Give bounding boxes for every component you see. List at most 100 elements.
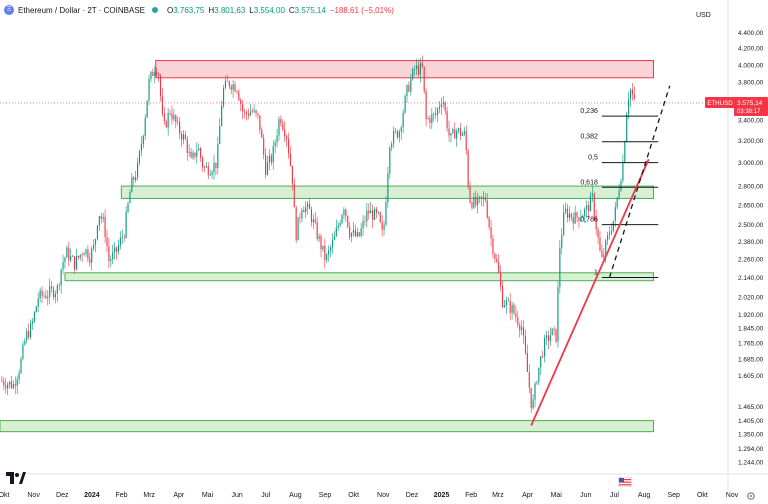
- candle-body: [26, 331, 28, 341]
- candle-body: [394, 130, 397, 132]
- price-tick-label: 1.920,00: [738, 312, 764, 319]
- candle-body: [108, 246, 110, 262]
- candle-body: [148, 78, 150, 101]
- candle-body: [112, 252, 114, 260]
- candle-body: [244, 111, 246, 113]
- candle-body: [3, 381, 5, 386]
- candle-body: [259, 115, 261, 130]
- candle-body: [534, 383, 536, 400]
- candle-body: [400, 127, 402, 132]
- candle-body: [8, 381, 11, 385]
- candle-body: [1, 380, 3, 382]
- candle-body: [114, 247, 116, 253]
- candle-body: [465, 131, 467, 151]
- candle-body: [526, 352, 528, 373]
- price-tag-countdown: 03:38:17: [737, 109, 761, 115]
- candle-body: [247, 113, 249, 116]
- candle-body: [393, 131, 395, 144]
- candle-body: [486, 200, 488, 218]
- candle-body: [316, 222, 318, 239]
- price-tick-label: 1.685,00: [738, 356, 764, 363]
- candle-body: [102, 216, 104, 219]
- candle-body: [475, 196, 477, 206]
- candle-body: [412, 68, 414, 80]
- price-tick-label: 1.465,00: [738, 404, 764, 411]
- candle-body: [12, 384, 14, 389]
- symbol-title[interactable]: Ethereum / Dollar · 2T · COINBASE: [18, 5, 145, 15]
- candle-body: [557, 287, 559, 342]
- time-tick-label: Okt: [0, 492, 9, 499]
- price-tag-bg: [734, 96, 768, 116]
- candle-body: [326, 254, 328, 261]
- candle-body: [192, 152, 194, 158]
- candle-body: [312, 219, 314, 223]
- settings-gear-icon[interactable]: [747, 492, 755, 500]
- candle-body: [293, 183, 295, 208]
- candle-body: [467, 150, 469, 187]
- candle-body: [458, 128, 460, 132]
- candle-body: [274, 142, 276, 147]
- candle-body: [219, 126, 221, 145]
- price-tick-label: 4.200,00: [738, 46, 764, 53]
- symbol-tag-label: ETHUSD: [707, 100, 733, 107]
- time-tick-label: 2025: [434, 492, 450, 499]
- candle-body: [351, 232, 353, 238]
- candle-body: [203, 167, 206, 168]
- candle-body: [532, 399, 534, 409]
- candle-body: [563, 212, 565, 236]
- low-value: 3.554,00: [253, 5, 285, 15]
- candle-body: [408, 84, 410, 92]
- candle-body: [616, 197, 618, 208]
- candle-body: [22, 344, 24, 359]
- candle-body: [85, 249, 87, 254]
- candle-body: [505, 300, 507, 306]
- candle-body: [586, 205, 588, 210]
- price-tick-label: 3.800,00: [738, 80, 764, 87]
- candle-body: [137, 162, 139, 178]
- currency-label[interactable]: USD: [696, 12, 711, 19]
- candle-body: [549, 335, 551, 341]
- candle-body: [500, 272, 502, 286]
- candle-body: [41, 290, 43, 296]
- symbol-tag-bg: [705, 96, 735, 108]
- candle-body: [463, 131, 465, 135]
- support-zone: [0, 420, 654, 433]
- candle-body: [482, 197, 484, 199]
- candle-body: [87, 249, 89, 259]
- candle-body: [110, 259, 112, 262]
- high-value: 3.801,63: [214, 5, 246, 15]
- price-tick-label: 2.020,00: [738, 295, 764, 302]
- candle-body: [433, 113, 435, 115]
- candle-body: [119, 237, 121, 246]
- candle-body: [624, 141, 626, 163]
- candle-body: [213, 162, 215, 173]
- candle-body: [100, 216, 102, 219]
- candle-body: [253, 110, 255, 112]
- candle-body: [211, 172, 213, 176]
- candle-body: [492, 238, 494, 254]
- time-tick-label: Sep: [667, 492, 680, 499]
- resistance-zone: [155, 60, 654, 79]
- time-axis[interactable]: Okt Nov Dez 2024 Feb Mrz Apr Mai Jun Jul Aug Sep Okt…: [0, 473, 768, 500]
- us-flag-icon[interactable]: [618, 477, 632, 487]
- candle-body: [568, 213, 570, 218]
- candle-body: [272, 146, 274, 163]
- time-tick-label: Mrz: [492, 492, 504, 499]
- candle-body: [480, 196, 483, 199]
- candle-body: [333, 235, 335, 240]
- candle-body: [440, 104, 442, 107]
- candle-body: [201, 157, 204, 168]
- price-axis[interactable]: 4.400,004.200,004.000,003.800,003.600,00…: [727, 0, 764, 490]
- tradingview-logo-icon[interactable]: [6, 472, 26, 484]
- candle-body: [56, 285, 58, 294]
- candle-body: [507, 300, 509, 302]
- candle-body: [417, 65, 420, 75]
- open-label: O: [167, 5, 174, 15]
- price-tick-label: 1.765,00: [738, 341, 764, 348]
- candle-body: [513, 304, 515, 314]
- candle-body: [251, 111, 253, 112]
- candle-body: [436, 108, 439, 116]
- candle-body: [473, 196, 475, 208]
- candle-body: [576, 212, 578, 218]
